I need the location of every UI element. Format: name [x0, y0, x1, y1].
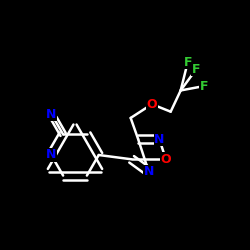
- Text: N: N: [144, 165, 154, 178]
- Text: F: F: [192, 62, 200, 76]
- Text: O: O: [160, 153, 171, 166]
- Text: F: F: [184, 56, 192, 69]
- Text: O: O: [146, 98, 157, 111]
- Text: N: N: [46, 148, 56, 162]
- Text: F: F: [200, 80, 208, 92]
- Text: N: N: [154, 133, 164, 146]
- Text: N: N: [46, 108, 57, 121]
